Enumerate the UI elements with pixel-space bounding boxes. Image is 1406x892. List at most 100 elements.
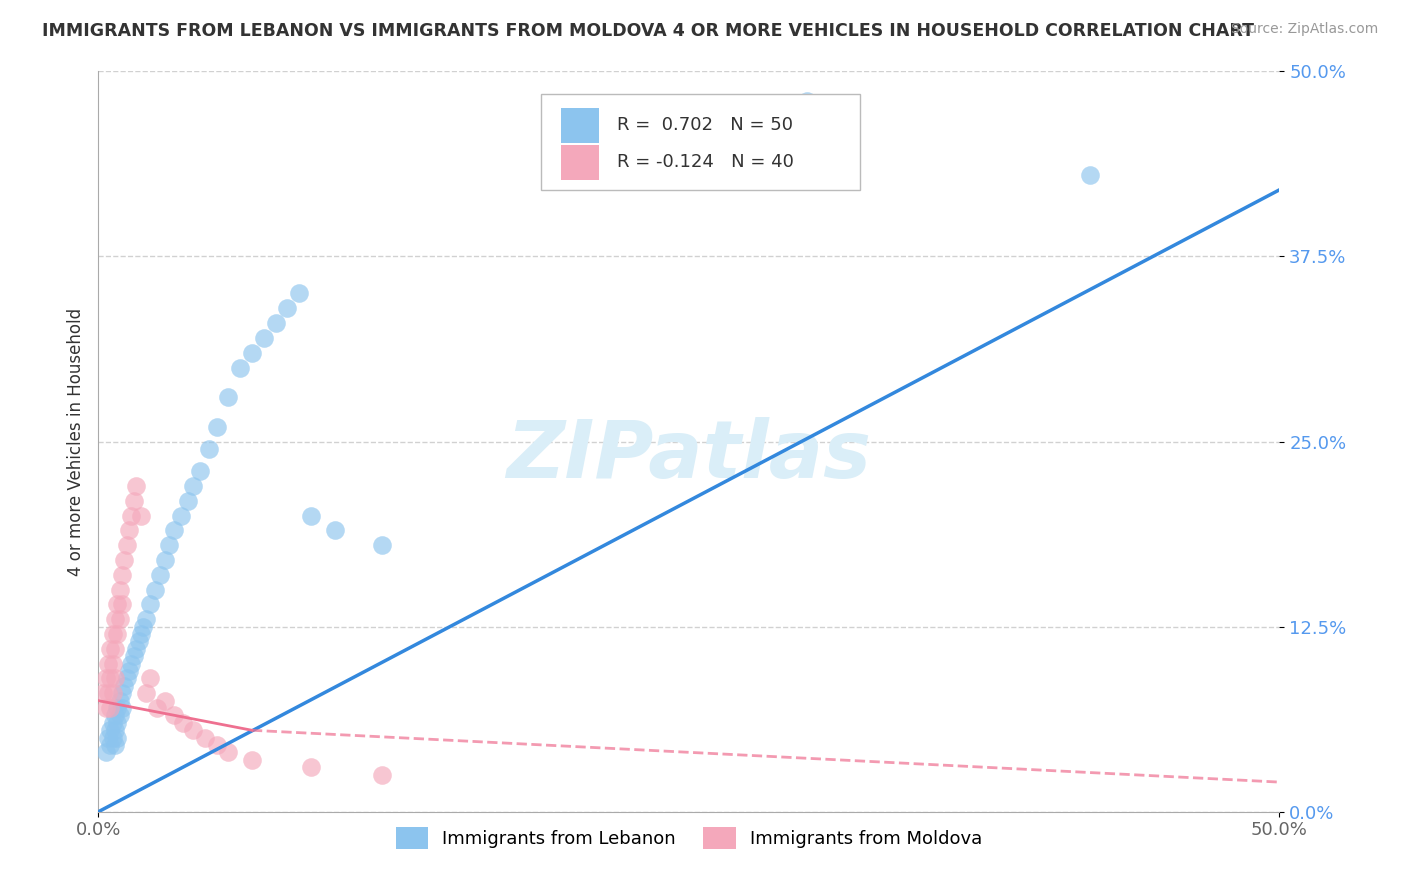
- Point: [253, 331, 276, 345]
- Point: [229, 360, 252, 375]
- Point: [108, 612, 131, 626]
- Text: IMMIGRANTS FROM LEBANON VS IMMIGRANTS FROM MOLDOVA 4 OR MORE VEHICLES IN HOUSEHO: IMMIGRANTS FROM LEBANON VS IMMIGRANTS FR…: [42, 22, 1254, 40]
- Text: ZIPatlas: ZIPatlas: [506, 417, 872, 495]
- Point: [125, 479, 148, 493]
- Point: [323, 524, 346, 538]
- Point: [108, 582, 131, 597]
- Point: [101, 657, 124, 671]
- Point: [276, 301, 298, 316]
- Point: [194, 731, 217, 745]
- Point: [205, 419, 228, 434]
- Point: [105, 731, 128, 745]
- Point: [97, 686, 120, 700]
- Point: [371, 538, 394, 552]
- Legend: Immigrants from Lebanon, Immigrants from Moldova: Immigrants from Lebanon, Immigrants from…: [387, 818, 991, 858]
- Point: [217, 390, 239, 404]
- Point: [796, 94, 818, 108]
- FancyBboxPatch shape: [561, 108, 599, 144]
- Point: [299, 760, 322, 774]
- Point: [157, 538, 180, 552]
- Point: [98, 701, 121, 715]
- Point: [105, 701, 128, 715]
- Point: [105, 627, 128, 641]
- Point: [172, 715, 194, 730]
- Point: [101, 686, 124, 700]
- Y-axis label: 4 or more Vehicles in Household: 4 or more Vehicles in Household: [66, 308, 84, 575]
- Point: [98, 738, 121, 752]
- Point: [104, 672, 127, 686]
- Point: [97, 657, 120, 671]
- Point: [101, 715, 124, 730]
- Point: [108, 694, 131, 708]
- Point: [104, 708, 127, 723]
- Point: [111, 567, 134, 582]
- Point: [94, 746, 117, 760]
- Point: [108, 708, 131, 723]
- Point: [205, 738, 228, 752]
- Point: [104, 738, 127, 752]
- Point: [240, 753, 263, 767]
- Point: [288, 286, 311, 301]
- Point: [132, 619, 155, 633]
- Text: R =  0.702   N = 50: R = 0.702 N = 50: [617, 117, 793, 135]
- Point: [115, 672, 138, 686]
- Point: [139, 672, 162, 686]
- Point: [98, 723, 121, 738]
- Point: [94, 701, 117, 715]
- Point: [217, 746, 239, 760]
- Point: [112, 679, 135, 693]
- Point: [105, 715, 128, 730]
- Point: [264, 316, 287, 330]
- Point: [129, 627, 152, 641]
- Point: [104, 641, 127, 656]
- Point: [98, 641, 121, 656]
- Point: [135, 612, 157, 626]
- Point: [105, 598, 128, 612]
- Point: [153, 694, 176, 708]
- Point: [1080, 168, 1102, 182]
- Point: [146, 701, 169, 715]
- Point: [104, 612, 127, 626]
- Point: [177, 493, 200, 508]
- FancyBboxPatch shape: [541, 94, 860, 190]
- Point: [121, 657, 143, 671]
- Point: [139, 598, 162, 612]
- Point: [299, 508, 322, 523]
- Point: [98, 672, 121, 686]
- Point: [91, 686, 114, 700]
- Point: [118, 664, 141, 678]
- Point: [101, 731, 124, 745]
- Point: [371, 767, 394, 781]
- Point: [129, 508, 152, 523]
- Point: [170, 508, 193, 523]
- Point: [153, 553, 176, 567]
- Point: [122, 493, 145, 508]
- Point: [112, 553, 135, 567]
- Point: [163, 524, 186, 538]
- Point: [188, 464, 211, 478]
- Point: [125, 641, 148, 656]
- Point: [240, 345, 263, 359]
- Text: R = -0.124   N = 40: R = -0.124 N = 40: [617, 153, 794, 171]
- Point: [128, 634, 150, 648]
- Point: [97, 731, 120, 745]
- Point: [181, 723, 204, 738]
- FancyBboxPatch shape: [561, 145, 599, 180]
- Point: [94, 672, 117, 686]
- Point: [143, 582, 166, 597]
- Point: [115, 538, 138, 552]
- Point: [181, 479, 204, 493]
- Point: [111, 701, 134, 715]
- Point: [101, 627, 124, 641]
- Point: [198, 442, 221, 456]
- Point: [163, 708, 186, 723]
- Point: [122, 649, 145, 664]
- Point: [104, 723, 127, 738]
- Point: [111, 686, 134, 700]
- Point: [111, 598, 134, 612]
- Point: [135, 686, 157, 700]
- Text: Source: ZipAtlas.com: Source: ZipAtlas.com: [1230, 22, 1378, 37]
- Point: [121, 508, 143, 523]
- Point: [118, 524, 141, 538]
- Point: [149, 567, 172, 582]
